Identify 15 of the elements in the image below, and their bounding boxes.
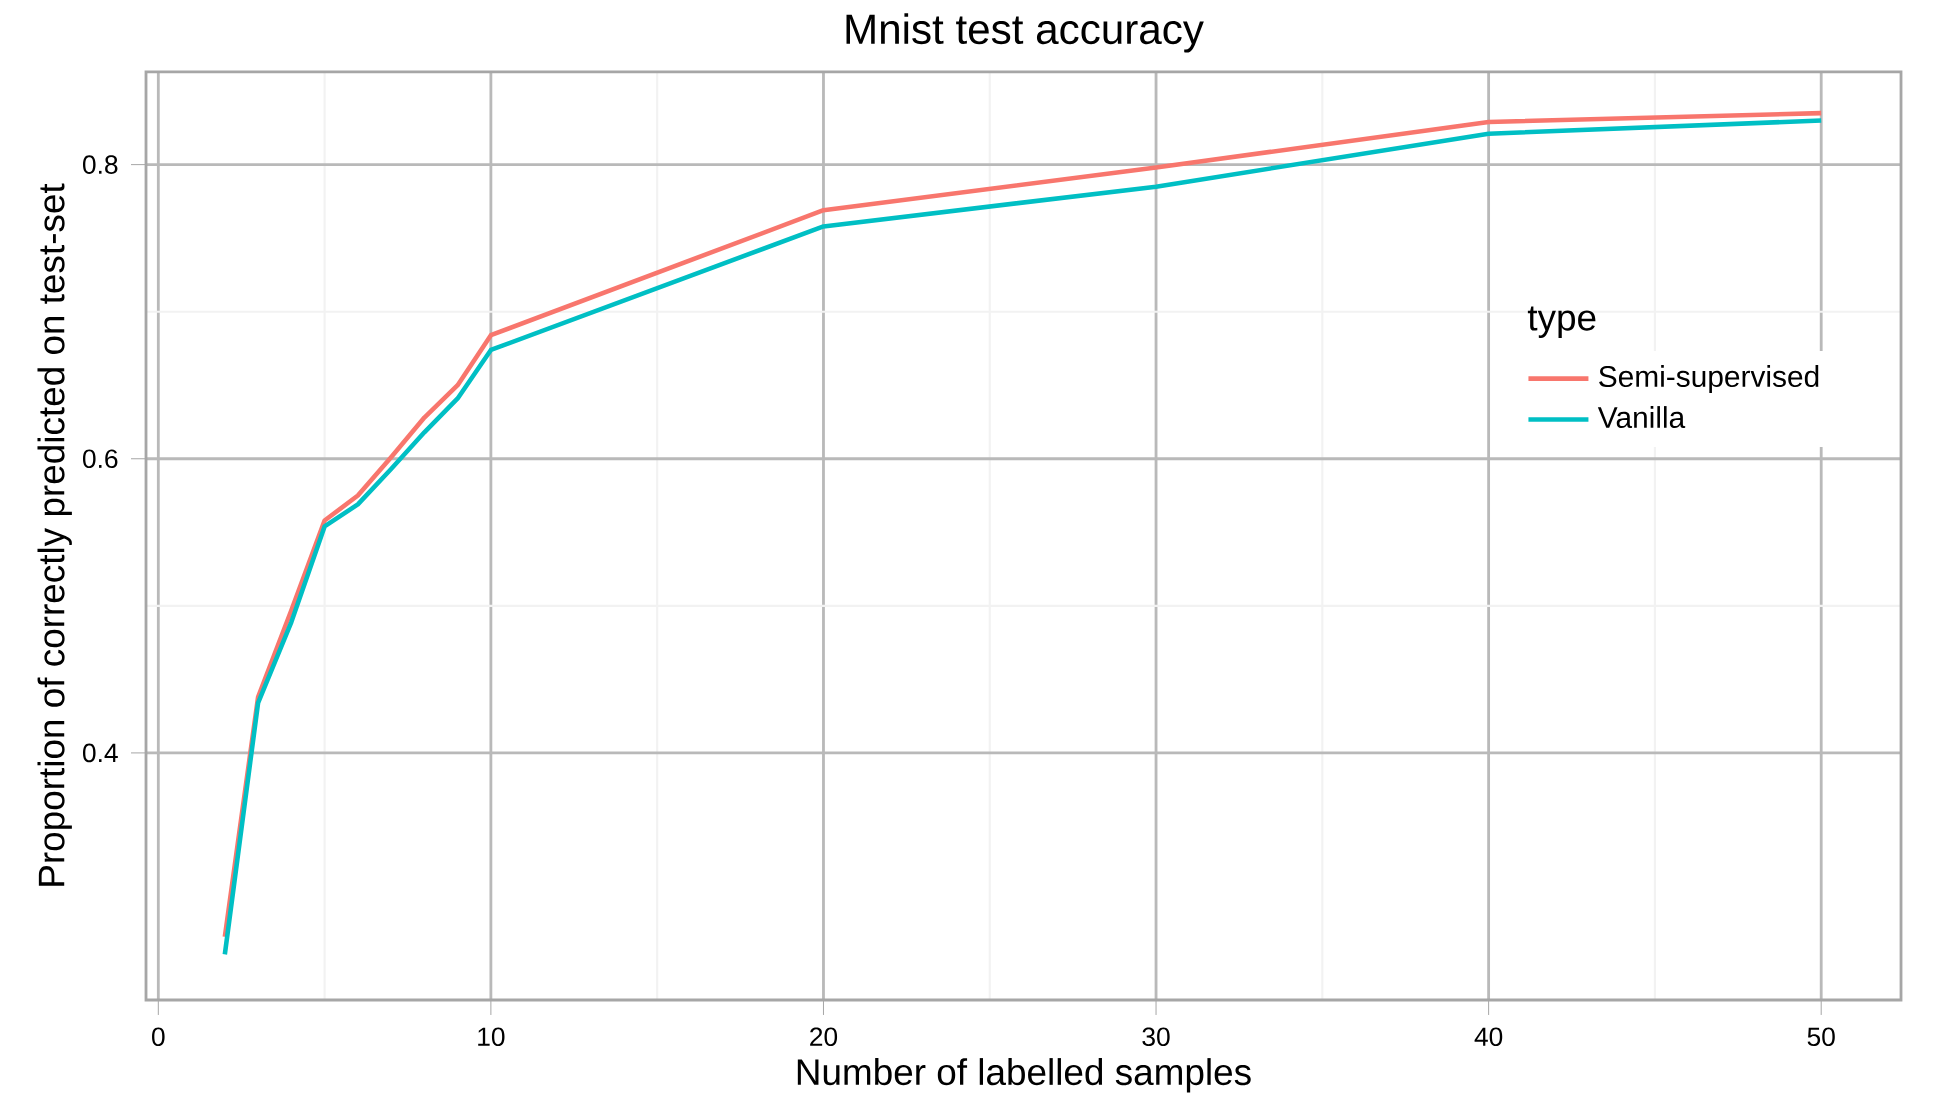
x-tick-label: 10	[478, 1027, 505, 1047]
x-tick-label: 30	[1142, 1027, 1170, 1047]
y-tick-label: 0.8	[82, 155, 118, 174]
x-axis-title: Number of labelled samples	[797, 1058, 1251, 1093]
x-tick-label: 40	[1474, 1027, 1503, 1047]
chart-title: Mnist test accuracy	[846, 13, 1204, 53]
x-tick-label: 50	[1807, 1027, 1835, 1047]
legend-title: type	[1527, 306, 1596, 338]
y-tick-label: 0.4	[82, 743, 118, 763]
y-axis-title: Proportion of correctly predicted on test-set	[37, 183, 72, 886]
legend-label: Semi-supervised	[1599, 365, 1819, 393]
y-tick-label: 0.6	[82, 449, 118, 469]
legend-label: Vanilla	[1597, 406, 1686, 429]
x-tick-label: 20	[810, 1027, 838, 1047]
x-tick-label: 0	[152, 1027, 165, 1047]
